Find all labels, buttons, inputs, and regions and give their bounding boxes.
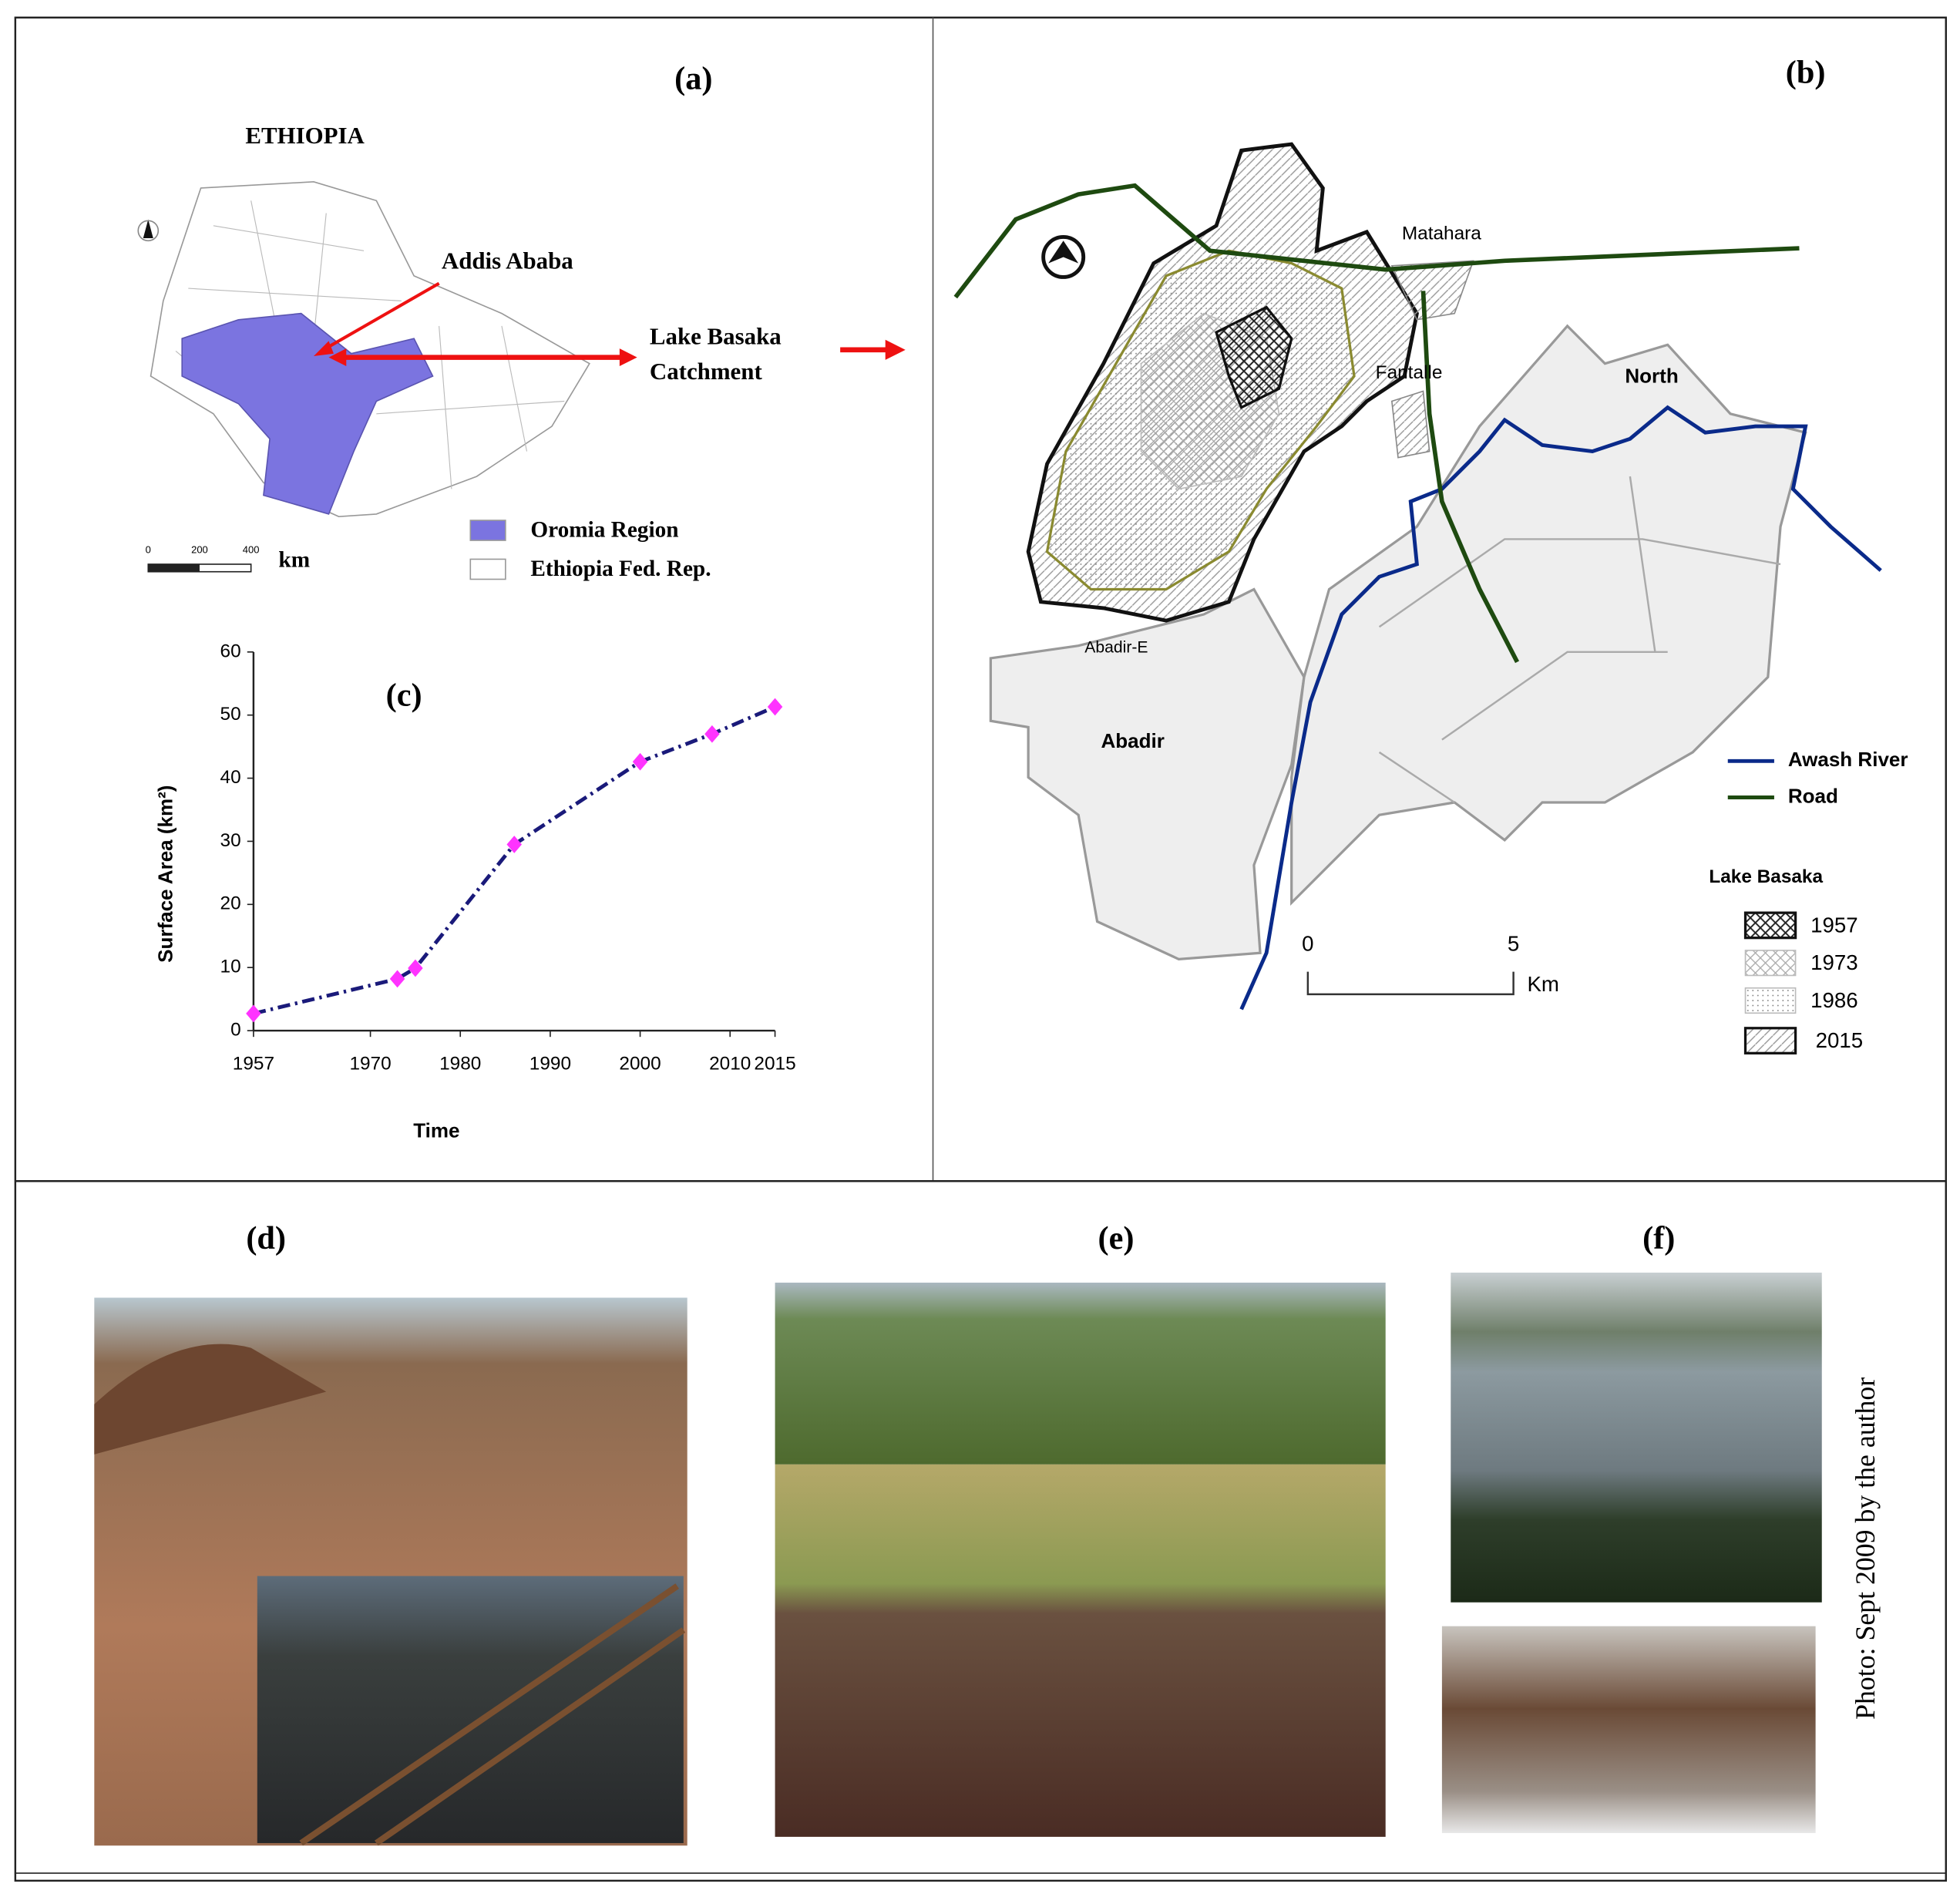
y-tick-label: 60 <box>220 641 241 661</box>
map-shape <box>1743 1027 1797 1054</box>
scale-unit: km <box>278 547 310 572</box>
map-shape <box>320 281 440 353</box>
data-point <box>767 698 783 716</box>
map-shape <box>469 520 506 541</box>
scale-label: 0 <box>1302 932 1313 956</box>
map-shape <box>299 1583 686 1846</box>
data-line <box>253 705 776 1016</box>
map-shape <box>137 220 160 242</box>
chart-title: (c) <box>386 678 422 714</box>
map-shape <box>94 1344 327 1455</box>
scale-label: 0 <box>146 544 151 556</box>
data-point <box>389 970 405 988</box>
panel-label: (d) <box>246 1220 286 1256</box>
data-point <box>246 1004 261 1023</box>
photo-credit: Photo: Sept 2009 by the author <box>1850 1377 1881 1720</box>
map-shape <box>148 563 200 572</box>
scale-label: 400 <box>243 544 260 556</box>
legend-label: Road <box>1788 784 1838 807</box>
y-axis-label: Surface Area (km²) <box>154 785 177 963</box>
catchment-label: Catchment <box>650 358 763 385</box>
place-label: Abadir <box>1101 729 1164 752</box>
map-shape <box>1041 234 1086 279</box>
panel-label: (b) <box>1786 54 1826 90</box>
map-shape <box>1744 950 1797 977</box>
y-tick-label: 20 <box>220 893 241 914</box>
map-shape <box>1048 240 1079 264</box>
scale-unit: Km <box>1527 972 1558 996</box>
map-shape <box>1215 305 1293 409</box>
place-label: Abadir-E <box>1084 639 1148 657</box>
map-shape <box>181 312 434 515</box>
scale-label: 5 <box>1508 932 1519 956</box>
map-shape <box>257 1576 684 1844</box>
legend-label: Oromia Region <box>530 517 678 542</box>
map-shape <box>1290 324 1807 906</box>
country-label: ETHIOPIA <box>245 122 365 149</box>
panel-label: (e) <box>1098 1220 1135 1256</box>
map-shape <box>953 183 1800 299</box>
data-point <box>632 752 648 771</box>
x-tick-label: 2000 <box>619 1053 661 1074</box>
legend-label: Awash River <box>1788 748 1908 771</box>
x-tick-label: 1990 <box>530 1053 571 1074</box>
map-shape <box>175 200 565 489</box>
map-shape <box>775 1464 1386 1837</box>
legend-label: 2015 <box>1816 1028 1864 1052</box>
panel-label: (f) <box>1642 1220 1675 1256</box>
legend-title: Lake Basaka <box>1709 866 1823 887</box>
map-shape <box>1390 260 1474 321</box>
map-shape <box>1390 390 1430 459</box>
map-shape <box>1420 291 1520 664</box>
map-shape <box>1744 987 1797 1014</box>
place-label: North <box>1625 364 1678 387</box>
place-label: Matahara <box>1402 224 1481 244</box>
legend-label: 1986 <box>1810 988 1857 1012</box>
x-tick-label: 2015 <box>754 1053 795 1074</box>
map-shape <box>1451 1272 1822 1603</box>
map-shape <box>1306 971 1515 996</box>
map-shape <box>885 339 906 360</box>
x-tick-label: 1970 <box>349 1053 391 1074</box>
map-shape <box>313 341 335 356</box>
y-tick-label: 50 <box>220 704 241 725</box>
map-shape <box>1743 911 1797 940</box>
data-point <box>408 959 423 977</box>
map-shape <box>1378 476 1781 804</box>
y-tick-label: 10 <box>220 957 241 977</box>
map-shape <box>1441 1626 1816 1834</box>
data-point <box>704 725 720 743</box>
scale-label: 200 <box>191 544 208 556</box>
map-shape <box>143 219 153 239</box>
y-tick-label: 0 <box>230 1019 241 1040</box>
legend-label: Ethiopia Fed. Rep. <box>530 557 711 581</box>
place-label: Fantalle <box>1376 362 1443 383</box>
city-label: Addis Ababa <box>442 247 573 274</box>
x-tick-label: 1957 <box>233 1053 274 1074</box>
y-tick-label: 30 <box>220 830 241 851</box>
map-shape <box>775 1282 1386 1465</box>
x-tick-label: 2010 <box>709 1053 751 1074</box>
x-tick-label: 1980 <box>439 1053 481 1074</box>
panel-label: (a) <box>674 60 712 96</box>
y-tick-label: 40 <box>220 767 241 788</box>
catchment-label: Lake Basaka <box>650 322 782 349</box>
map-shape <box>469 558 506 580</box>
x-axis-label: Time <box>413 1119 459 1142</box>
legend-label: 1957 <box>1810 913 1857 937</box>
map-shape <box>14 16 1947 1882</box>
map-shape <box>1239 405 1882 1011</box>
legend-label: 1973 <box>1810 950 1857 974</box>
